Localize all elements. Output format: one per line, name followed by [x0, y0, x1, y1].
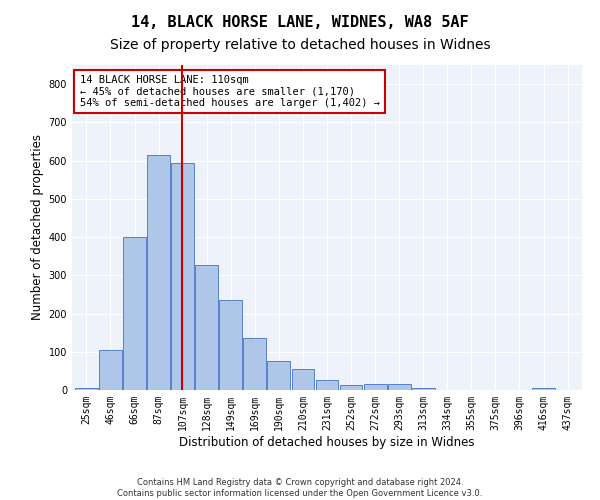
- Bar: [75, 388, 98, 390]
- Bar: [412, 388, 434, 390]
- Text: Contains HM Land Registry data © Crown copyright and database right 2024.
Contai: Contains HM Land Registry data © Crown c…: [118, 478, 482, 498]
- Bar: [99, 350, 122, 390]
- Bar: [532, 388, 555, 390]
- Bar: [147, 155, 170, 390]
- Bar: [340, 386, 362, 390]
- Bar: [220, 300, 242, 390]
- Text: 14 BLACK HORSE LANE: 110sqm
← 45% of detached houses are smaller (1,170)
54% of : 14 BLACK HORSE LANE: 110sqm ← 45% of det…: [80, 74, 380, 108]
- Bar: [268, 361, 290, 390]
- Bar: [244, 338, 266, 390]
- Bar: [171, 164, 194, 390]
- Bar: [316, 380, 338, 390]
- Text: Size of property relative to detached houses in Widnes: Size of property relative to detached ho…: [110, 38, 490, 52]
- Bar: [123, 237, 146, 390]
- Bar: [292, 370, 314, 390]
- Bar: [195, 264, 218, 390]
- Y-axis label: Number of detached properties: Number of detached properties: [31, 134, 44, 320]
- Bar: [388, 384, 410, 390]
- Text: 14, BLACK HORSE LANE, WIDNES, WA8 5AF: 14, BLACK HORSE LANE, WIDNES, WA8 5AF: [131, 15, 469, 30]
- Bar: [364, 384, 386, 390]
- X-axis label: Distribution of detached houses by size in Widnes: Distribution of detached houses by size …: [179, 436, 475, 448]
